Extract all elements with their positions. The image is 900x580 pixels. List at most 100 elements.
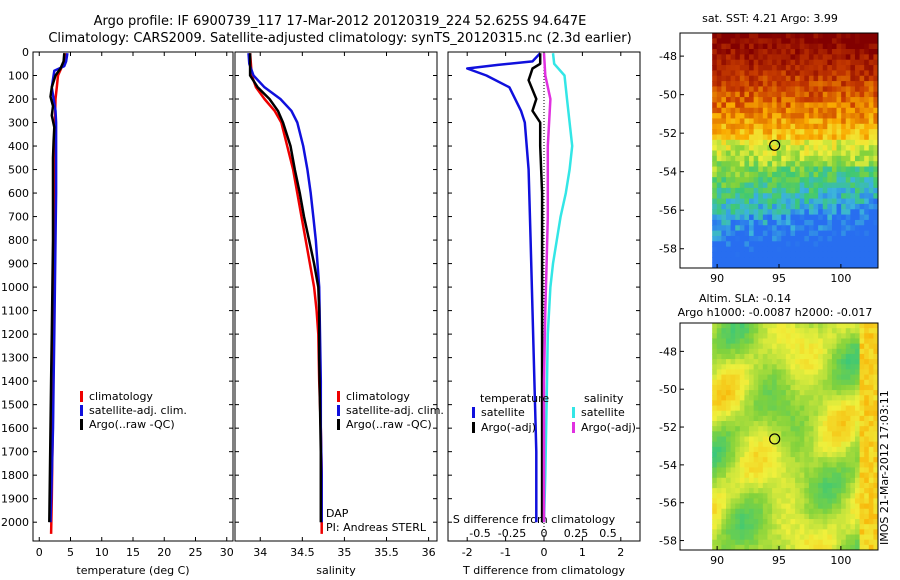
heatmap-cell [730,150,736,157]
heatmap-cell [836,241,842,248]
heatmap-cell [758,519,764,525]
heatmap-cell [772,493,778,499]
heatmap-cell [762,508,768,515]
heatmap-cell [712,493,718,499]
heatmap-cell [725,177,732,184]
heatmap-cell [795,251,801,258]
heatmap-cell [841,107,847,114]
heatmap-cell [749,457,755,463]
heatmap-cell [716,139,722,146]
heatmap-cell [799,161,805,168]
heatmap-cell [758,81,764,87]
heatmap-cell [799,503,805,510]
heatmap-cell [864,54,870,61]
heatmap-cell [758,59,764,66]
heatmap-cell [744,241,750,248]
heatmap-cell [730,467,736,474]
heatmap-cell [804,333,810,339]
heatmap-cell [864,113,870,119]
heatmap-cell [818,488,824,494]
heatmap-cell [758,54,764,61]
heatmap-cell [836,359,842,365]
heatmap-cell [790,145,796,151]
heatmap-cell [790,118,796,125]
heatmap-cell [735,33,741,39]
heatmap-cell [827,182,833,189]
heatmap-cell [781,155,787,162]
heatmap-cell [799,390,805,396]
heatmap-cell [799,150,805,157]
heatmap-cell [785,246,791,253]
heatmap-cell [804,38,810,45]
heatmap-cell [831,203,838,210]
heatmap-cell [827,400,833,407]
heatmap-cell [725,81,732,87]
heatmap-cell [739,91,745,98]
legend-swatch [337,391,340,402]
heatmap-cell [739,241,745,248]
heatmap-cell [850,328,856,334]
heatmap-cell [790,467,796,474]
heatmap-cell [804,49,810,55]
heatmap-cell [790,246,796,253]
heatmap-cell [841,477,847,484]
heatmap-cell [854,187,861,194]
heatmap-cell [790,410,796,417]
heatmap-cell [822,145,828,151]
heatmap-cell [735,513,741,520]
series-line-2 [48,53,66,523]
heatmap-cell [749,508,755,515]
heatmap-cell [841,59,847,66]
heatmap-cell [841,328,847,334]
heatmap-cell [854,182,861,189]
heatmap-cell [721,177,727,184]
heatmap-cell [804,54,810,61]
heatmap-cell [790,441,796,448]
heatmap-cell [831,472,838,479]
heatmap-cell [721,472,727,479]
heatmap-cell [785,171,791,178]
heatmap-cell [762,524,768,530]
heatmap-cell [836,171,842,178]
heatmap-cell [804,436,810,443]
heatmap-cell [799,86,805,93]
heatmap-cell [790,338,796,345]
heatmap-cell [822,235,828,242]
heatmap-cell [854,257,861,264]
heatmap-cell [744,539,750,546]
heatmap-cell [873,410,879,417]
heatmap-cell [772,415,778,422]
heatmap-cell [739,513,745,520]
heatmap-cell [795,395,801,401]
heatmap-cell [716,431,722,437]
heatmap-cell [841,405,847,412]
heatmap-cell [772,364,778,370]
legend-swatch [472,422,475,433]
heatmap-cell [767,462,773,468]
heatmap-cell [850,43,856,50]
heatmap-cell [739,54,745,61]
heatmap-cell [864,359,870,365]
heatmap-cell [735,457,741,463]
heatmap-cell [744,118,750,125]
heatmap-cell [762,359,768,365]
heatmap-cell [739,177,745,184]
heatmap-cell [735,467,741,474]
heatmap-cell [772,187,778,194]
heatmap-cell [859,472,865,479]
heatmap-cell [721,353,727,360]
heatmap-cell [822,410,828,417]
heatmap-cell [735,539,741,546]
heatmap-cell [813,54,819,61]
heatmap-cell [827,410,833,417]
heatmap-cell [753,369,759,376]
heatmap-cell [716,519,722,525]
heatmap-cell [730,513,736,520]
heatmap-cell [795,379,801,386]
heatmap-cell [725,49,732,55]
heatmap-cell [850,519,856,525]
heatmap-cell [785,338,791,345]
heatmap-cell [716,410,722,417]
heatmap-cell [827,241,833,248]
heatmap-cell [831,54,838,61]
